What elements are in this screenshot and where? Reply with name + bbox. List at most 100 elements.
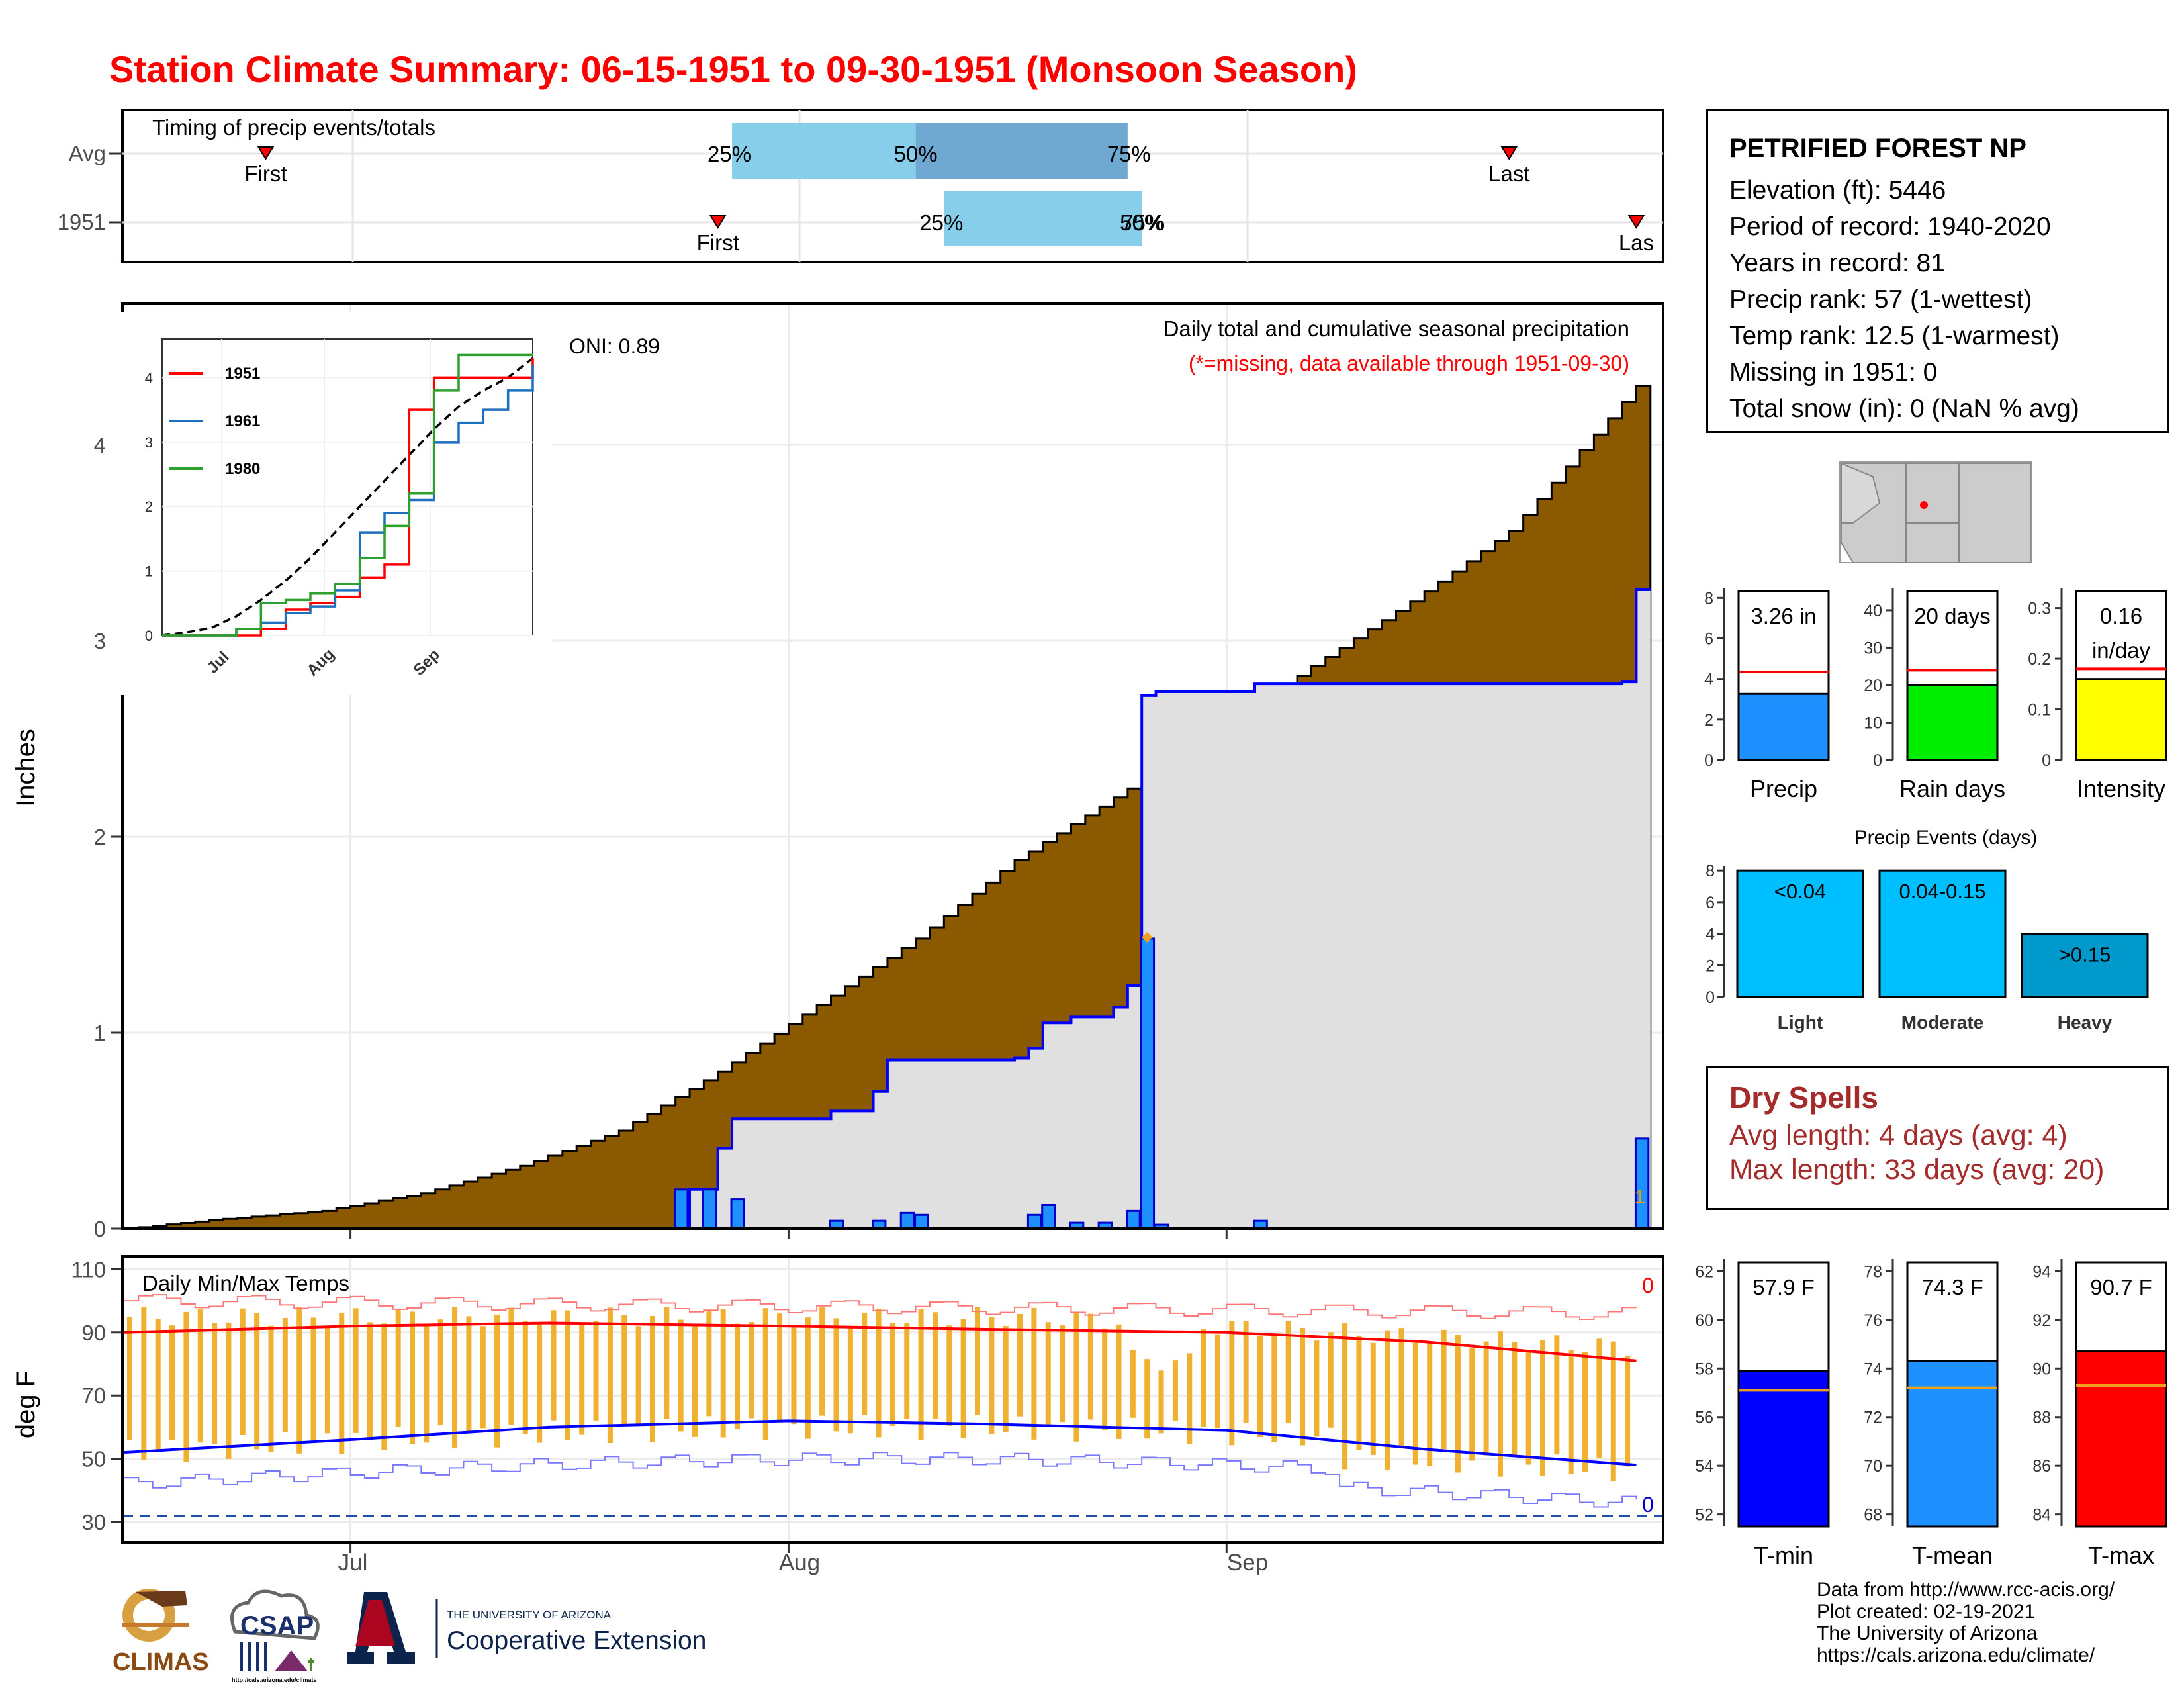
csap-text: CSAP	[240, 1611, 314, 1640]
logo-strip: CLIMAS CSAP http://cals.arizona.edu/clim…	[113, 1589, 706, 1683]
precip-y-tick: 3	[94, 629, 106, 653]
daily-temp-range-bar	[1328, 1332, 1334, 1428]
inset-y-tick: 1	[145, 563, 153, 580]
daily-temp-range-bar	[735, 1323, 741, 1429]
events-tick-label: 2	[1706, 957, 1715, 975]
daily-temp-range-bar	[197, 1309, 203, 1443]
daily-precip-bar	[702, 1188, 717, 1230]
precip-header: Daily total and cumulative seasonal prec…	[1163, 316, 1629, 341]
month-label-sep: Sep	[1227, 1550, 1268, 1575]
timing-bar-q1	[732, 123, 916, 179]
gauge-tick-label: 62	[1695, 1262, 1713, 1281]
daily-temp-range-bar	[932, 1312, 938, 1419]
daily-temp-range-bar	[1497, 1331, 1503, 1477]
daily-temp-range-bar	[1356, 1335, 1362, 1450]
daily-temp-range-bar	[1342, 1323, 1348, 1470]
daily-temp-range-bar	[1525, 1351, 1531, 1465]
daily-temp-range-bar	[1214, 1334, 1220, 1429]
gauge-tick-label: 40	[1864, 602, 1882, 620]
station-temp-rank: Temp rank: 12.5 (1-warmest)	[1729, 322, 2060, 350]
gauge-tick-label: 78	[1864, 1262, 1882, 1281]
timing-row-avg: Avg	[69, 141, 106, 165]
climas-text: CLIMAS	[113, 1648, 209, 1676]
gauge-tick-label: 90	[2032, 1360, 2051, 1378]
daily-temp-range-bar	[1568, 1350, 1574, 1475]
gauge-value-text: 20 days	[1914, 604, 1991, 628]
gauge-tick-label: 94	[2032, 1262, 2051, 1281]
inset-legend-label: 1961	[225, 412, 260, 430]
ua-logo: THE UNIVERSITY OF ARIZONA Cooperative Ex…	[347, 1592, 706, 1664]
gauge-value-bar	[1737, 1370, 1830, 1528]
daily-precip-bar	[730, 1198, 745, 1230]
gauge-tick-label: 86	[2032, 1457, 2051, 1476]
daily-temp-range-bar	[494, 1314, 500, 1448]
daily-precip-bar	[899, 1211, 915, 1230]
daily-temp-range-bar	[1045, 1322, 1051, 1425]
timing-pct-50: 50%	[1120, 211, 1163, 235]
temp-panel: 30 50 70 90 110 Daily Min/Max Temps 0 0 deg …	[11, 1255, 1664, 1575]
record-tmax-line	[124, 1294, 1637, 1320]
daily-temp-range-bar	[1172, 1360, 1178, 1421]
daily-temp-range-bar	[410, 1311, 415, 1444]
gauge-tick-label: 0	[1873, 751, 1882, 770]
daily-temp-range-bar	[296, 1307, 302, 1454]
inset-legend-label: 1980	[225, 460, 260, 478]
events-title: Precip Events (days)	[1854, 827, 2038, 849]
daily-temp-range-bar	[989, 1317, 995, 1434]
gauge-value-text: 57.9 F	[1752, 1275, 1815, 1299]
events-tick-label: 6	[1706, 894, 1715, 912]
daily-temp-range-bar	[1582, 1352, 1588, 1472]
daily-temp-range-bar	[889, 1323, 895, 1426]
dry-spells-max: Max length: 33 days (avg: 20)	[1729, 1154, 2105, 1186]
gauge-tick-label: 2	[1704, 711, 1713, 729]
daily-temp-range-bar	[904, 1323, 910, 1419]
gauge-tick-label: 0	[1704, 751, 1713, 770]
daily-precip-bar	[674, 1188, 689, 1230]
daily-temp-range-bar	[169, 1325, 175, 1440]
inset-y-tick: 0	[145, 628, 153, 644]
gauge-label: Precip	[1750, 775, 1817, 802]
first-event-marker	[257, 146, 275, 160]
precip-y-label: Inches	[11, 729, 40, 807]
daily-temp-range-bar	[254, 1313, 260, 1450]
temp-y-tick: 30	[81, 1510, 106, 1534]
daily-temp-range-bar	[1003, 1326, 1009, 1432]
gauge-value-bar	[1906, 1360, 1999, 1528]
gauge-tick-label: 72	[1864, 1409, 1882, 1427]
gauge-tick-label: 4	[1704, 671, 1713, 689]
daily-temp-range-bar	[621, 1315, 627, 1427]
events-bar-label: >0.15	[2059, 943, 2111, 966]
first-event-marker	[709, 215, 727, 229]
gauge-tick-label: 10	[1864, 714, 1882, 732]
daily-temp-range-bar	[1087, 1313, 1093, 1420]
timing-label: Timing of precip events/totals	[152, 115, 435, 140]
last-event-marker	[1500, 146, 1518, 160]
record-tmin-line	[124, 1452, 1637, 1508]
daily-temp-range-bar	[1017, 1313, 1023, 1417]
daily-temp-range-bar	[353, 1308, 359, 1433]
gauge-value-text: 3.26 in	[1751, 604, 1816, 628]
station-elevation: Elevation (ft): 5446	[1729, 176, 1946, 205]
daily-temp-range-bar	[183, 1311, 189, 1462]
daily-temp-range-bar	[1554, 1335, 1560, 1455]
daily-temp-range-bar	[226, 1322, 232, 1459]
daily-temp-range-bar	[437, 1319, 443, 1426]
gauge-tick-label: 6	[1704, 630, 1713, 648]
daily-temp-range-bar	[1271, 1333, 1277, 1442]
daily-temp-range-bar	[1625, 1356, 1631, 1467]
year-cumulative-line	[124, 588, 1651, 1230]
daily-precip-bar	[1026, 1213, 1042, 1230]
daily-temp-range-bar	[537, 1324, 543, 1443]
oni-label: ONI: 0.89	[569, 334, 660, 358]
daily-temp-range-bar	[1285, 1321, 1291, 1423]
temp-y-tick: 110	[71, 1257, 106, 1282]
credits: Data from http://www.rcc-acis.org/ Plot …	[1817, 1579, 2115, 1666]
events-bar	[1736, 869, 1864, 998]
gauge-value-text: 0.16	[2100, 604, 2142, 628]
gauge-value-text: 74.3 F	[1921, 1275, 1983, 1299]
daily-temp-range-bar	[1158, 1370, 1164, 1434]
credit-line-4: https://cals.arizona.edu/climate/	[1817, 1644, 2095, 1666]
daily-temp-range-bar	[1610, 1341, 1616, 1481]
